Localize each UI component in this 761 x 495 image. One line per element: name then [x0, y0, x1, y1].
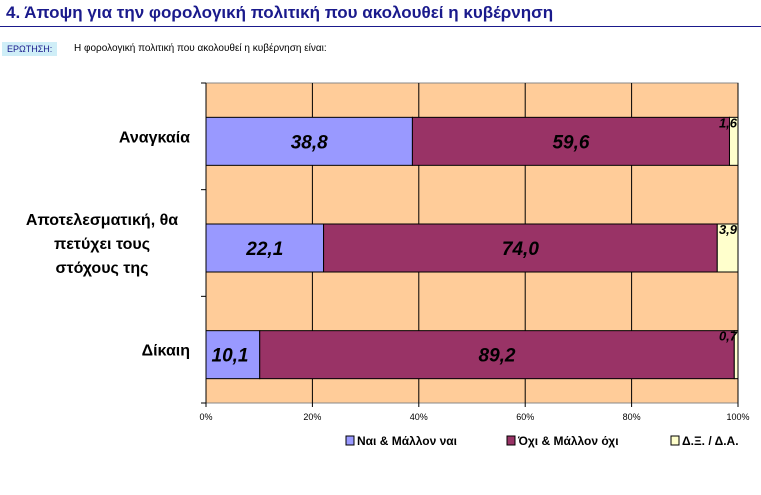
question-text: Η φορολογική πολιτική που ακολουθεί η κυ…: [74, 43, 327, 54]
data-label: 89,2: [479, 346, 516, 367]
data-label: 74,0: [502, 239, 539, 260]
bar-segment: [205, 116, 413, 166]
legend-label: Δ.Ξ. / Δ.Α.: [682, 434, 739, 448]
bar-segment: [716, 223, 739, 273]
bar-segment: [728, 116, 739, 166]
legend-label: Όχι & Μάλλον όχι: [517, 434, 619, 448]
x-tick-label: 60%: [516, 412, 534, 422]
x-tick-label: 80%: [623, 412, 641, 422]
x-tick-label: 40%: [410, 412, 428, 422]
x-tick-label: 20%: [303, 412, 321, 422]
bar-segment: [205, 330, 261, 380]
bar-segment: [205, 223, 325, 273]
data-label: 22,1: [245, 239, 283, 260]
data-label: 0,7: [719, 329, 738, 344]
legend-swatch: [670, 435, 680, 446]
data-label: 1,6: [719, 115, 738, 130]
data-label: 3,9: [719, 222, 738, 237]
title-divider: [0, 26, 761, 27]
bar-segment: [323, 223, 718, 273]
data-label: 38,8: [291, 132, 328, 153]
legend-label: Ναι & Μάλλον ναι: [357, 434, 457, 448]
legend-swatch: [506, 435, 516, 446]
data-label: 59,6: [552, 132, 589, 153]
category-label: Δίκαιη: [142, 343, 190, 360]
data-label: 10,1: [212, 346, 249, 367]
category-label: Αναγκαία: [119, 129, 190, 146]
legend-swatch: [345, 435, 355, 446]
category-label: Αποτελεσματική, θα πετύχει τους στόχους τη…: [26, 212, 178, 277]
page-title: 4. Άποψη για την φορολογική πολιτική που…: [6, 3, 554, 22]
bar-segment: [733, 330, 739, 380]
x-tick-label: 100%: [726, 412, 749, 422]
question-badge: ΕΡΩΤΗΣΗ:: [2, 42, 58, 56]
bar-segment: [259, 330, 735, 380]
x-tick-label: 0%: [199, 412, 212, 422]
